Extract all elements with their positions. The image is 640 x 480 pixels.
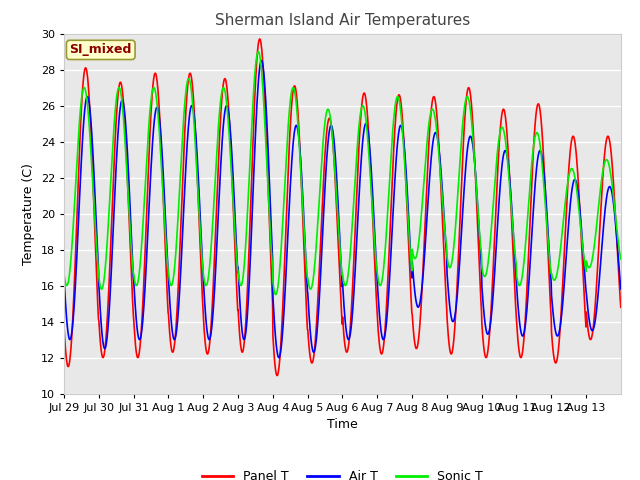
- Panel T: [556, 330, 564, 336]
- Panel T: [617, 304, 625, 310]
- Line: Air T: Air T: [64, 60, 621, 358]
- Sonic T: [272, 292, 280, 298]
- Sonic T: [474, 214, 482, 219]
- Panel T: [147, 109, 155, 115]
- Panel T: [256, 36, 264, 42]
- Sonic T: [255, 49, 262, 55]
- Sonic T: [617, 256, 625, 262]
- X-axis label: Time: Time: [327, 418, 358, 431]
- Air T: [328, 126, 336, 132]
- Sonic T: [318, 155, 326, 161]
- Title: Sherman Island Air Temperatures: Sherman Island Air Temperatures: [215, 13, 470, 28]
- Air T: [318, 246, 326, 252]
- Air T: [275, 355, 283, 360]
- Panel T: [318, 210, 326, 216]
- Panel T: [611, 193, 618, 199]
- Panel T: [474, 240, 482, 245]
- Panel T: [328, 134, 336, 140]
- Legend: Panel T, Air T, Sonic T: Panel T, Air T, Sonic T: [196, 465, 488, 480]
- Air T: [617, 286, 625, 292]
- Line: Sonic T: Sonic T: [64, 52, 621, 295]
- Air T: [556, 326, 564, 332]
- Sonic T: [556, 252, 564, 257]
- Y-axis label: Temperature (C): Temperature (C): [22, 163, 35, 264]
- Sonic T: [611, 201, 618, 207]
- Panel T: [273, 372, 281, 378]
- Panel T: [60, 323, 68, 329]
- Air T: [60, 274, 68, 279]
- Sonic T: [60, 270, 68, 276]
- Air T: [474, 212, 482, 218]
- Air T: [257, 58, 265, 63]
- Sonic T: [328, 134, 336, 140]
- Air T: [147, 165, 155, 170]
- Air T: [611, 207, 618, 213]
- Sonic T: [147, 97, 155, 103]
- Text: SI_mixed: SI_mixed: [70, 43, 132, 56]
- Line: Panel T: Panel T: [64, 39, 621, 375]
